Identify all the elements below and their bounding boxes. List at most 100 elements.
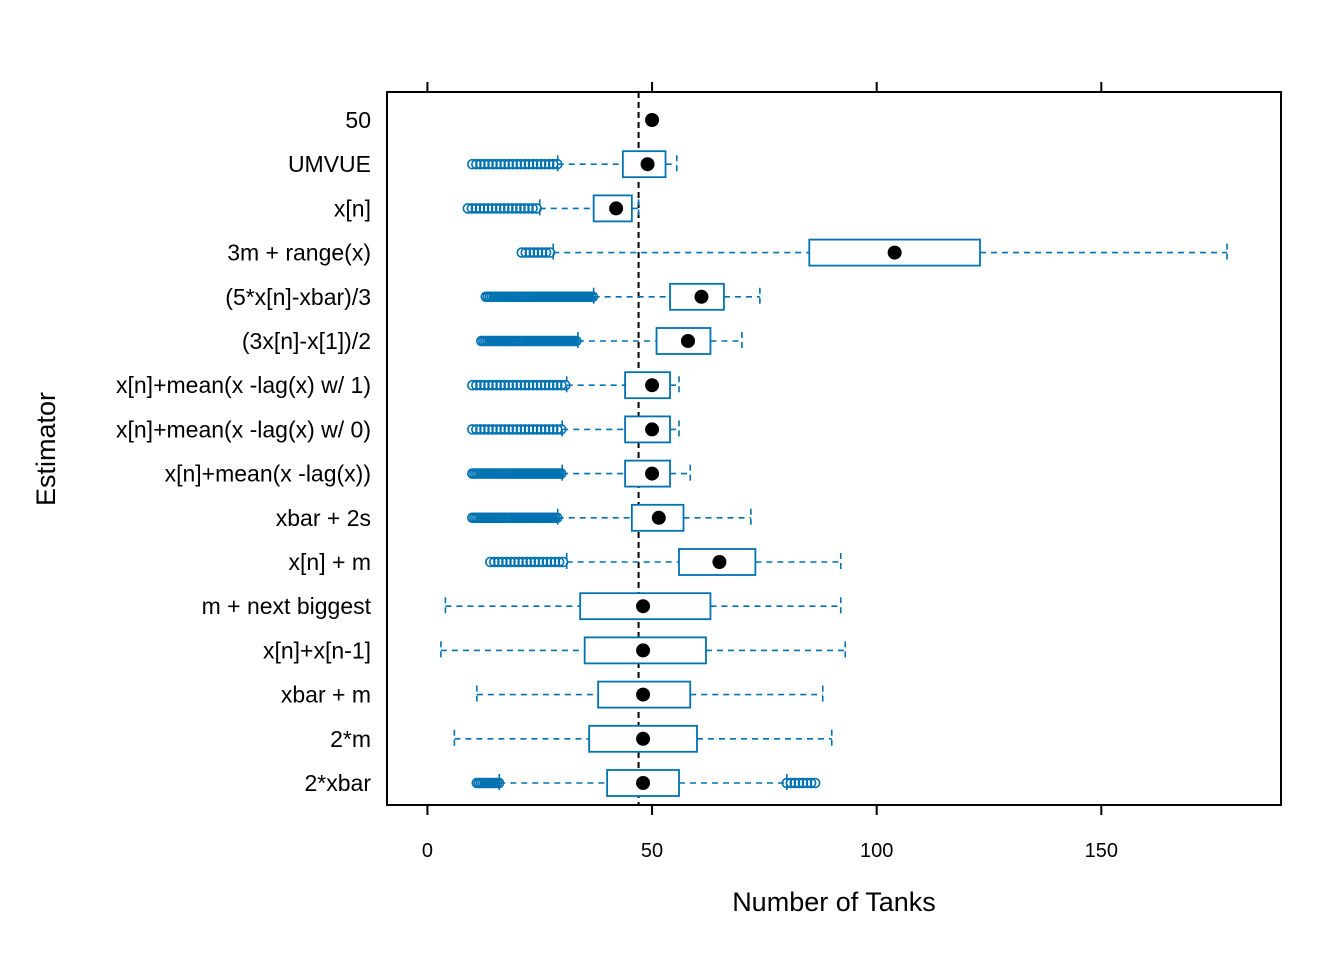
outlier-point [525, 556, 537, 568]
category-label: x[n]+mean(x -lag(x)) [165, 461, 371, 487]
outlier-point [491, 158, 502, 170]
category-label: m + next biggest [202, 593, 372, 619]
median-point [645, 466, 660, 481]
outlier-point [475, 424, 486, 435]
outlier-point [475, 379, 486, 391]
median-point [887, 245, 902, 260]
outlier-point [491, 379, 502, 391]
outlier-point [499, 158, 511, 170]
box-group [516, 238, 1228, 267]
box-group [462, 194, 640, 223]
median-point [645, 422, 660, 437]
outlier-point [467, 424, 478, 435]
box-group [645, 113, 660, 127]
outlier-point [556, 379, 567, 391]
outlier-point [507, 203, 518, 214]
outlier-point [793, 777, 805, 789]
outlier-point [535, 424, 547, 435]
outlier-point [487, 379, 498, 391]
outlier-point [524, 247, 536, 258]
category-labels-layer: 50 UMVUE x[n] 3m + range(x) (5*x[n]-xbar)/3 (… [116, 107, 372, 796]
category-label: UMVUE [288, 151, 371, 177]
median-point [680, 334, 695, 348]
outlier-point [516, 247, 528, 258]
outlier-point [519, 158, 531, 170]
outlier-point [485, 556, 496, 568]
outlier-point [467, 379, 478, 391]
outlier-point [515, 203, 526, 214]
category-label: x[n]+x[n-1] [263, 637, 371, 663]
category-label: 2*xbar [305, 770, 372, 796]
outlier-point [478, 203, 490, 214]
outlier-point [533, 556, 545, 568]
outlier-point [499, 379, 511, 391]
outlier-dense-band [510, 512, 558, 523]
outlier-point [536, 247, 548, 258]
outlier-point [527, 379, 539, 391]
x-tick-label: 150 [1085, 840, 1118, 862]
outlier-point [507, 424, 519, 435]
outlier-point [528, 247, 540, 258]
outlier-point [479, 424, 490, 435]
median-point [645, 378, 660, 393]
category-label: (3x[n]-x[1])/2 [242, 328, 371, 354]
outlier-point [541, 556, 553, 568]
outlier-point [479, 158, 490, 170]
outlier-dense-band [524, 336, 578, 346]
outlier-point [505, 556, 516, 568]
outlier-dense-band [486, 778, 500, 788]
outlier-point [540, 247, 552, 258]
outlier-point [789, 777, 801, 789]
outlier-point [482, 203, 494, 214]
outlier-point [801, 777, 813, 789]
box-group [440, 636, 847, 665]
outlier-point [487, 158, 498, 170]
outlier-point [539, 424, 551, 435]
box-group [471, 769, 821, 797]
iqr-box [678, 548, 757, 576]
outlier-point [499, 424, 511, 435]
outlier-point [462, 203, 474, 214]
outlier-point [495, 379, 506, 391]
median-point [636, 643, 651, 658]
outlier-point [511, 424, 523, 435]
outlier-point [471, 158, 482, 170]
outlier-point [543, 158, 555, 170]
outlier-point [467, 158, 478, 170]
category-label: 50 [345, 107, 371, 133]
outlier-point [535, 379, 547, 391]
median-point [636, 599, 651, 614]
outlier-point [785, 777, 797, 789]
outlier-point [519, 424, 531, 435]
x-axis-title: Number of Tanks [732, 887, 936, 917]
box-group [453, 724, 833, 753]
outlier-point [513, 556, 524, 568]
outlier-point [511, 379, 523, 391]
outlier-dense-band [512, 468, 563, 479]
outlier-point [553, 556, 565, 568]
median-point [694, 289, 709, 304]
outlier-point [521, 556, 533, 568]
outlier-point [543, 379, 555, 391]
box-group [467, 503, 752, 532]
outlier-point [466, 203, 478, 214]
category-label: xbar + m [281, 682, 371, 708]
outlier-point [517, 556, 528, 568]
outlier-point [523, 158, 535, 170]
outlier-point [495, 158, 506, 170]
outlier-point [483, 158, 494, 170]
outlier-point [551, 379, 563, 391]
outlier-point [470, 203, 482, 214]
category-label: (5*x[n]-xbar)/3 [225, 284, 371, 310]
outlier-point [809, 777, 821, 789]
outlier-point [535, 158, 547, 170]
outlier-point [515, 379, 527, 391]
outlier-point [519, 203, 530, 214]
outlier-point [475, 158, 486, 170]
outlier-point [501, 556, 512, 568]
outlier-point [547, 379, 559, 391]
outlier-point [515, 424, 527, 435]
outlier-point [494, 203, 506, 214]
box-group [444, 592, 842, 621]
